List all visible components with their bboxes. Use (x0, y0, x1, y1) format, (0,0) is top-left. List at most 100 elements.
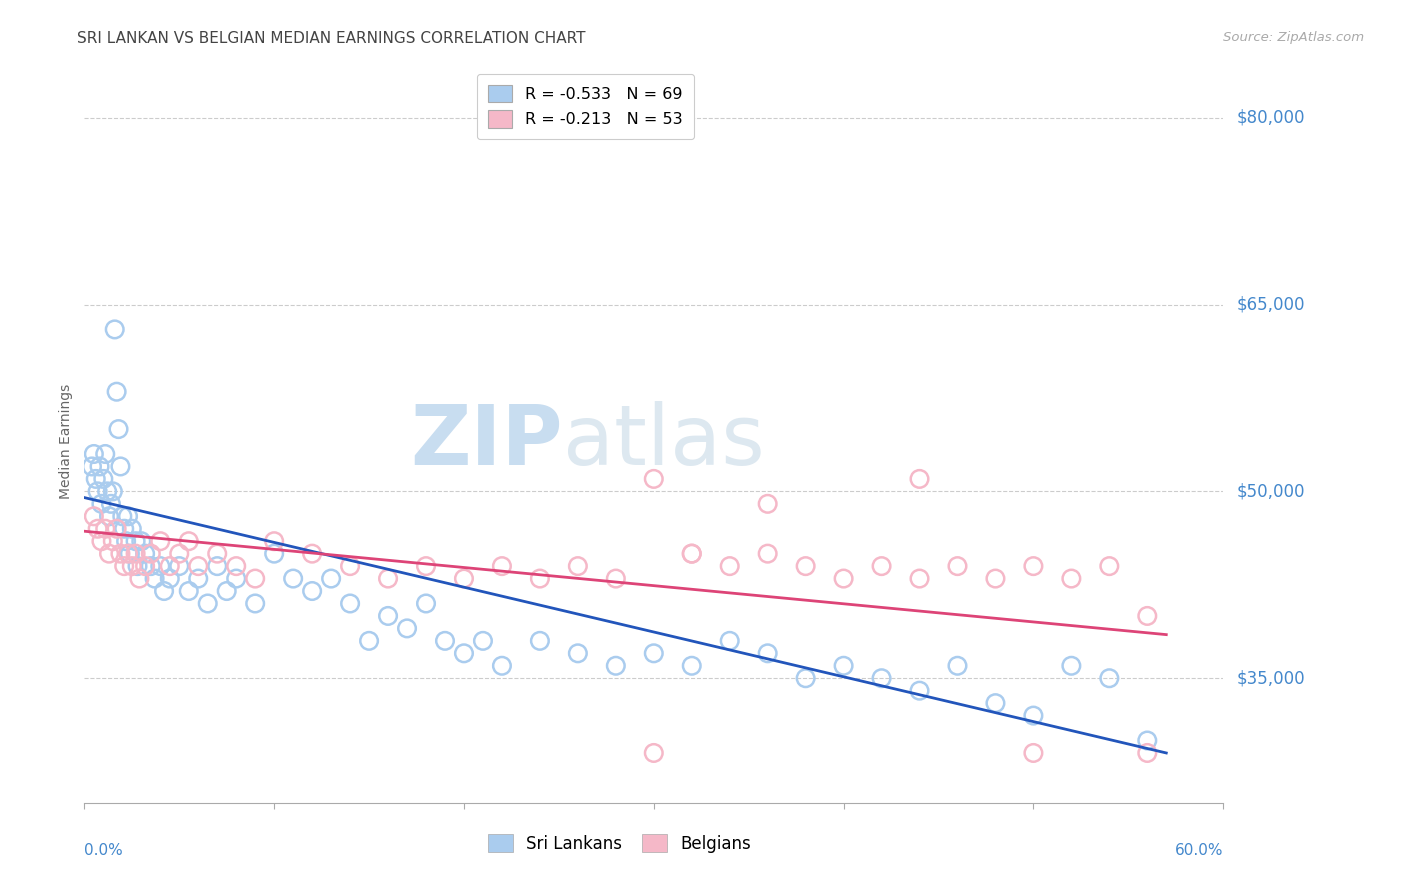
Point (453, 646, 475, 660)
Point (946, 559, 969, 574)
Point (605, 572, 627, 586)
Point (908, 472, 931, 486)
Point (1136, 746, 1159, 760)
Point (339, 597, 361, 611)
Point (415, 597, 437, 611)
Point (124, 547, 146, 561)
Point (128, 572, 150, 586)
Point (339, 559, 361, 574)
Point (870, 559, 893, 574)
Point (89, 459, 111, 474)
Point (177, 534, 200, 549)
Point (643, 646, 665, 660)
Point (718, 559, 741, 574)
Point (567, 646, 589, 660)
Point (377, 572, 399, 586)
Point (121, 522, 143, 536)
Point (143, 572, 166, 586)
Text: $80,000: $80,000 (1237, 109, 1306, 127)
Text: $35,000: $35,000 (1237, 669, 1306, 687)
Point (105, 384, 128, 399)
Point (98, 509, 121, 524)
Text: atlas: atlas (562, 401, 765, 482)
Text: 0.0%: 0.0% (84, 843, 124, 857)
Point (104, 322, 127, 336)
Point (112, 522, 135, 536)
Point (90, 534, 112, 549)
Point (491, 559, 513, 574)
Point (111, 509, 134, 524)
Point (149, 559, 172, 574)
Point (794, 559, 817, 574)
Point (870, 671, 893, 685)
Point (643, 746, 665, 760)
Point (207, 547, 229, 561)
Point (159, 572, 181, 586)
Text: $50,000: $50,000 (1237, 483, 1306, 500)
Point (453, 572, 475, 586)
Point (301, 547, 323, 561)
Point (681, 547, 703, 561)
Point (1022, 708, 1045, 723)
Point (301, 584, 323, 599)
Point (149, 534, 172, 549)
Point (263, 547, 285, 561)
Point (96, 484, 118, 499)
Text: 60.0%: 60.0% (1175, 843, 1223, 857)
Point (1022, 746, 1045, 760)
Point (98, 547, 121, 561)
Point (118, 547, 141, 561)
Text: $65,000: $65,000 (1237, 295, 1306, 313)
Point (159, 559, 181, 574)
Point (86, 522, 108, 536)
Point (756, 646, 779, 660)
Point (124, 534, 146, 549)
Point (1060, 658, 1083, 673)
Point (832, 658, 855, 673)
Point (1022, 559, 1045, 574)
Point (117, 547, 139, 561)
Point (283, 572, 305, 586)
Point (129, 534, 153, 549)
Point (110, 459, 132, 474)
Point (415, 559, 437, 574)
Point (263, 534, 285, 549)
Point (80, 459, 103, 474)
Point (169, 547, 191, 561)
Point (321, 572, 343, 586)
Point (207, 559, 229, 574)
Point (529, 572, 551, 586)
Point (117, 509, 139, 524)
Point (90, 497, 112, 511)
Point (794, 671, 817, 685)
Point (187, 572, 209, 586)
Point (101, 484, 124, 499)
Point (605, 658, 627, 673)
Point (1060, 572, 1083, 586)
Point (115, 534, 138, 549)
Point (100, 497, 122, 511)
Point (127, 559, 149, 574)
Point (83, 447, 105, 461)
Point (187, 559, 209, 574)
Point (1098, 671, 1121, 685)
Point (169, 559, 191, 574)
Point (681, 658, 703, 673)
Text: ZIP: ZIP (411, 401, 562, 482)
Point (756, 497, 779, 511)
Point (1098, 559, 1121, 574)
Point (567, 559, 589, 574)
Point (110, 547, 132, 561)
Point (84, 472, 107, 486)
Point (984, 572, 1007, 586)
Point (94, 522, 117, 536)
Point (101, 534, 124, 549)
Point (245, 597, 267, 611)
Point (134, 559, 156, 574)
Point (94, 447, 117, 461)
Point (86, 484, 108, 499)
Point (377, 609, 399, 624)
Point (225, 559, 247, 574)
Point (491, 658, 513, 673)
Point (225, 572, 247, 586)
